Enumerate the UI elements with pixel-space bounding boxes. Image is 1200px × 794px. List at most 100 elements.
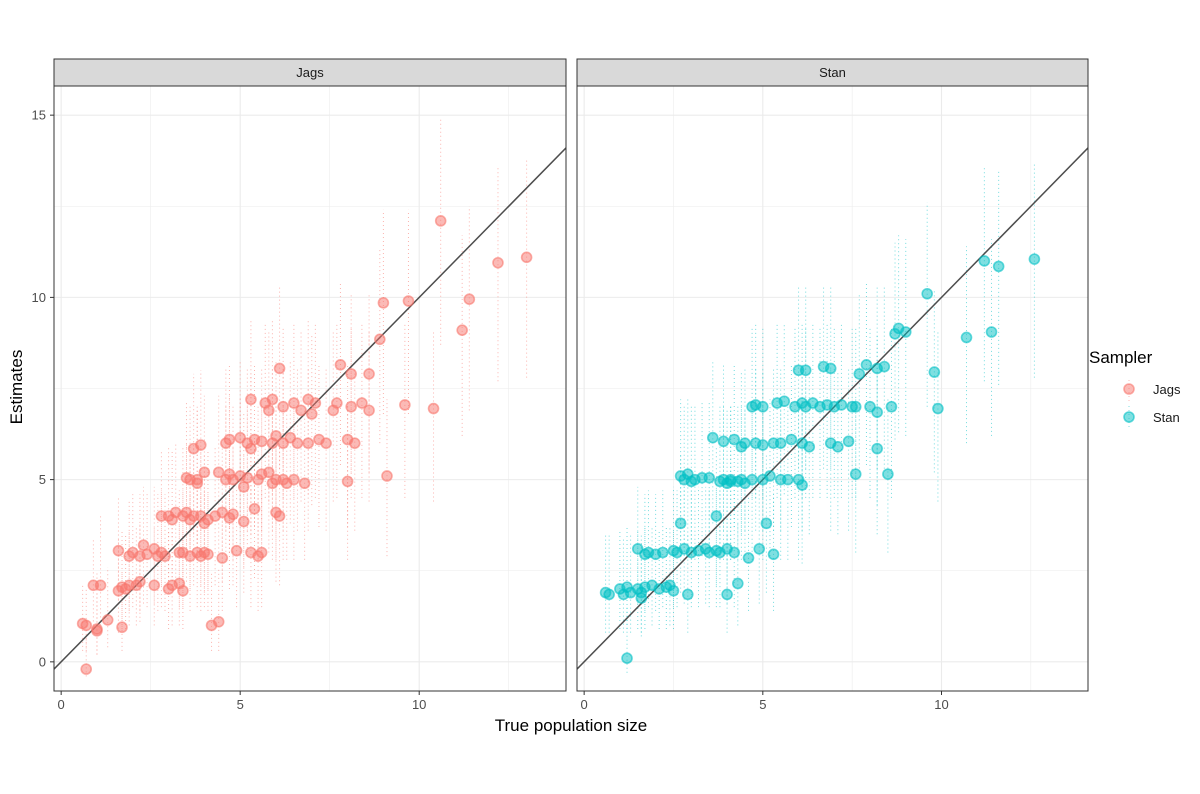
data-point — [116, 621, 128, 634]
data-point — [739, 437, 751, 449]
data-point — [255, 546, 268, 559]
data-point — [703, 471, 716, 484]
data-point — [230, 544, 243, 557]
data-point — [796, 479, 808, 491]
data-point — [456, 324, 468, 336]
data-point — [928, 366, 941, 378]
data-point — [853, 368, 866, 380]
data-point — [288, 473, 300, 486]
data-point — [717, 435, 730, 448]
data-point — [212, 615, 225, 628]
legend-label-jags: Jags — [1153, 382, 1181, 397]
data-point — [803, 441, 816, 453]
data-point — [295, 404, 307, 417]
data-point — [871, 442, 883, 455]
data-point — [520, 251, 533, 264]
data-point — [832, 441, 844, 453]
data-point — [101, 614, 114, 626]
data-point — [782, 473, 794, 486]
data-point — [960, 331, 973, 344]
data-point — [374, 333, 386, 346]
data-point — [728, 546, 741, 559]
data-point — [266, 393, 279, 406]
data-point — [746, 473, 758, 486]
data-point — [341, 475, 354, 488]
data-point — [80, 663, 93, 675]
x-tick-label: 0 — [58, 697, 65, 712]
data-point — [842, 435, 855, 448]
data-point — [785, 433, 798, 446]
data-point — [932, 402, 944, 415]
data-point — [270, 430, 282, 442]
data-point — [177, 584, 189, 597]
data-point — [399, 399, 411, 411]
data-point — [273, 362, 286, 375]
data-point — [255, 435, 268, 448]
data-point — [603, 588, 615, 601]
data-point — [80, 619, 93, 632]
data-point — [363, 368, 375, 380]
data-point — [667, 584, 680, 597]
data-point — [799, 364, 812, 377]
data-point — [331, 397, 343, 409]
data-point — [706, 431, 719, 444]
data-point — [302, 437, 315, 449]
data-point — [202, 548, 214, 561]
data-point — [824, 362, 837, 375]
data-point — [921, 287, 933, 300]
data-point — [764, 470, 776, 482]
data-point — [674, 517, 687, 530]
data-point — [757, 400, 769, 413]
x-axis-title: True population size — [495, 716, 647, 735]
data-point — [860, 359, 873, 371]
data-point — [288, 397, 300, 409]
data-point — [212, 466, 225, 479]
data-point — [377, 297, 390, 309]
data-point — [291, 437, 304, 449]
data-point — [305, 408, 318, 420]
data-point — [402, 295, 415, 307]
data-point — [463, 293, 476, 306]
data-point — [273, 510, 286, 522]
data-point — [656, 546, 669, 559]
data-point — [198, 466, 211, 479]
x-tick-label: 5 — [759, 697, 766, 712]
data-point — [427, 402, 440, 415]
panel-border — [576, 85, 1089, 692]
data-point — [227, 508, 239, 521]
data-point — [778, 395, 791, 408]
facet-strip-label: Stan — [819, 65, 846, 80]
y-tick-label: 5 — [39, 472, 46, 487]
data-point — [356, 397, 368, 409]
data-point — [985, 326, 998, 338]
data-point — [159, 550, 171, 562]
data-point — [1028, 253, 1041, 265]
facet-strip — [576, 58, 1089, 87]
data-point — [348, 437, 361, 449]
data-point — [237, 515, 250, 528]
data-point — [774, 437, 787, 449]
data-point — [363, 404, 375, 417]
data-point — [434, 215, 447, 227]
data-point — [760, 517, 773, 530]
data-point — [216, 552, 229, 564]
data-point — [245, 393, 257, 406]
data-point — [263, 404, 275, 417]
y-tick-label: 10 — [32, 290, 46, 305]
data-point — [223, 433, 236, 446]
data-point — [309, 397, 322, 409]
data-point — [345, 368, 357, 380]
data-point — [732, 577, 744, 590]
data-point — [148, 579, 161, 592]
data-point — [753, 543, 766, 555]
panel-stan: Stan — [576, 58, 1089, 692]
data-point — [194, 439, 207, 451]
legend-key-jags — [1123, 380, 1135, 402]
data-point — [277, 400, 289, 413]
legend-title: Sampler — [1089, 348, 1153, 367]
data-point — [241, 471, 254, 484]
data-point — [767, 548, 780, 561]
data-point — [248, 502, 261, 515]
y-tick-label: 0 — [39, 654, 46, 669]
